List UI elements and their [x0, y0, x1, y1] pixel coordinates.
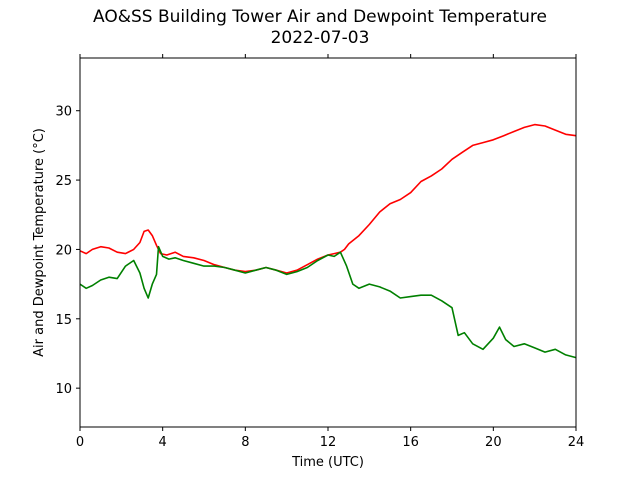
y-tick-label: 10: [55, 382, 72, 397]
y-tick-label: 30: [55, 105, 72, 120]
y-tick-label: 20: [55, 243, 72, 258]
y-tick-label: 25: [55, 174, 72, 189]
chart-title-block: AO&SS Building Tower Air and Dewpoint Te…: [0, 7, 640, 49]
series-lines: [79, 123, 577, 359]
x-axis-label: Time (UTC): [291, 455, 364, 470]
x-tick-label: 4: [159, 435, 167, 450]
chart-subtitle: 2022-07-03: [270, 28, 370, 48]
y-axis-label: Air and Dewpoint Temperature (°C): [32, 128, 47, 357]
chart-title: AO&SS Building Tower Air and Dewpoint Te…: [92, 7, 547, 27]
series-line-1: [79, 123, 577, 274]
y-tick-label: 15: [55, 313, 72, 328]
x-tick-label: 8: [241, 435, 249, 450]
x-tick-label: 0: [76, 435, 84, 450]
series-line-2: [79, 245, 577, 359]
plot-frame: [79, 57, 577, 428]
x-tick-label: 12: [320, 435, 337, 450]
axis-ticks: 0 4 8 12 16 20 24 10 15 20 25 30: [55, 54, 584, 450]
x-tick-label: 20: [485, 435, 502, 450]
x-tick-label: 16: [402, 435, 419, 450]
x-tick-label: 24: [568, 435, 585, 450]
